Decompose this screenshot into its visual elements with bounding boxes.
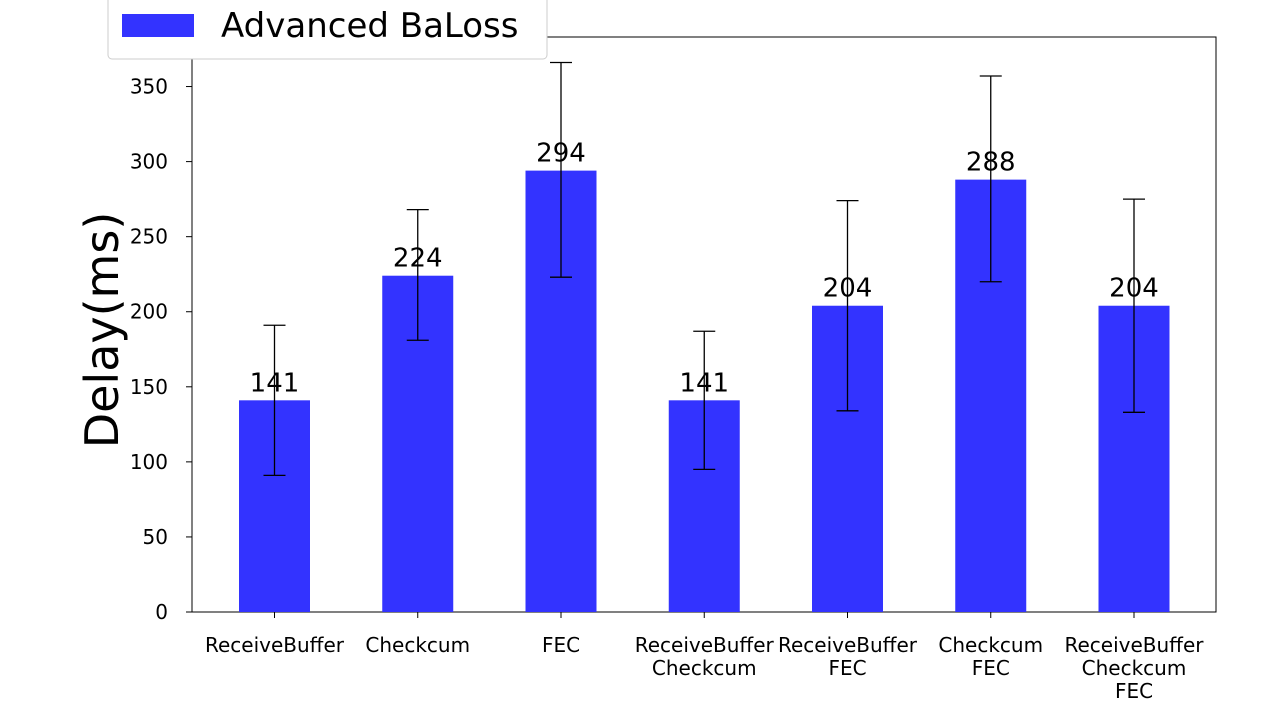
x-tick-label-2: Checkcum xyxy=(365,633,470,657)
error-bar-2 xyxy=(406,209,429,341)
x-tick-label-5: ReceiveBuffer xyxy=(778,633,918,657)
error-bar-1 xyxy=(263,324,286,477)
legend-entry-label: Advanced BaLoss xyxy=(221,6,518,46)
data-labels-group: 141 224 294 141 204 288 204 xyxy=(250,139,1159,399)
x-tick-label-1: ReceiveBuffer xyxy=(205,633,345,657)
x-axis: ReceiveBuffer Checkcum FEC ReceiveBufferChe… xyxy=(205,612,1204,703)
data-label-5: 204 xyxy=(823,274,873,304)
y-tick-label: 300 xyxy=(130,150,168,174)
y-tick-label: 0 xyxy=(155,600,168,624)
y-tick-label: 200 xyxy=(130,300,168,324)
y-tick-label: 100 xyxy=(130,450,168,474)
error-bar-5 xyxy=(836,199,859,412)
x-tick-label-5: FEC xyxy=(828,656,866,680)
x-tick-label-7: ReceiveBuffer xyxy=(1064,633,1204,657)
x-tick-label-3: FEC xyxy=(542,633,580,657)
x-tick-label-4: Checkcum xyxy=(652,656,757,680)
y-tick-label: 150 xyxy=(130,375,168,399)
x-tick-label-7: Checkcum xyxy=(1082,656,1187,680)
error-bar-3 xyxy=(550,61,572,278)
data-label-3: 294 xyxy=(536,139,586,169)
error-bar-7 xyxy=(1123,198,1145,413)
data-label-4: 141 xyxy=(679,368,729,398)
y-axis-label: Delay(ms) xyxy=(75,212,129,449)
y-tick-label: 250 xyxy=(130,225,168,249)
legend-box xyxy=(107,0,548,60)
legend-swatch xyxy=(122,14,194,37)
data-label-6: 288 xyxy=(966,148,1016,178)
error-bar-6 xyxy=(979,75,1002,283)
data-label-1: 141 xyxy=(250,368,300,398)
error-bar-4 xyxy=(693,330,716,471)
x-tick-label-6: FEC xyxy=(972,656,1010,680)
x-tick-label-4: ReceiveBuffer xyxy=(635,633,775,657)
error-bars-group xyxy=(263,61,1145,477)
y-axis: 0 50 100 150 200 250 300 350 xyxy=(130,75,192,624)
legend: Advanced BaLoss xyxy=(107,0,548,60)
x-tick-label-6: Checkcum xyxy=(938,633,1043,657)
y-tick-label: 350 xyxy=(130,75,168,99)
x-tick-label-7: FEC xyxy=(1115,679,1153,703)
y-tick-label: 50 xyxy=(143,525,168,549)
data-label-7: 204 xyxy=(1109,274,1159,304)
data-label-2: 224 xyxy=(393,244,443,274)
